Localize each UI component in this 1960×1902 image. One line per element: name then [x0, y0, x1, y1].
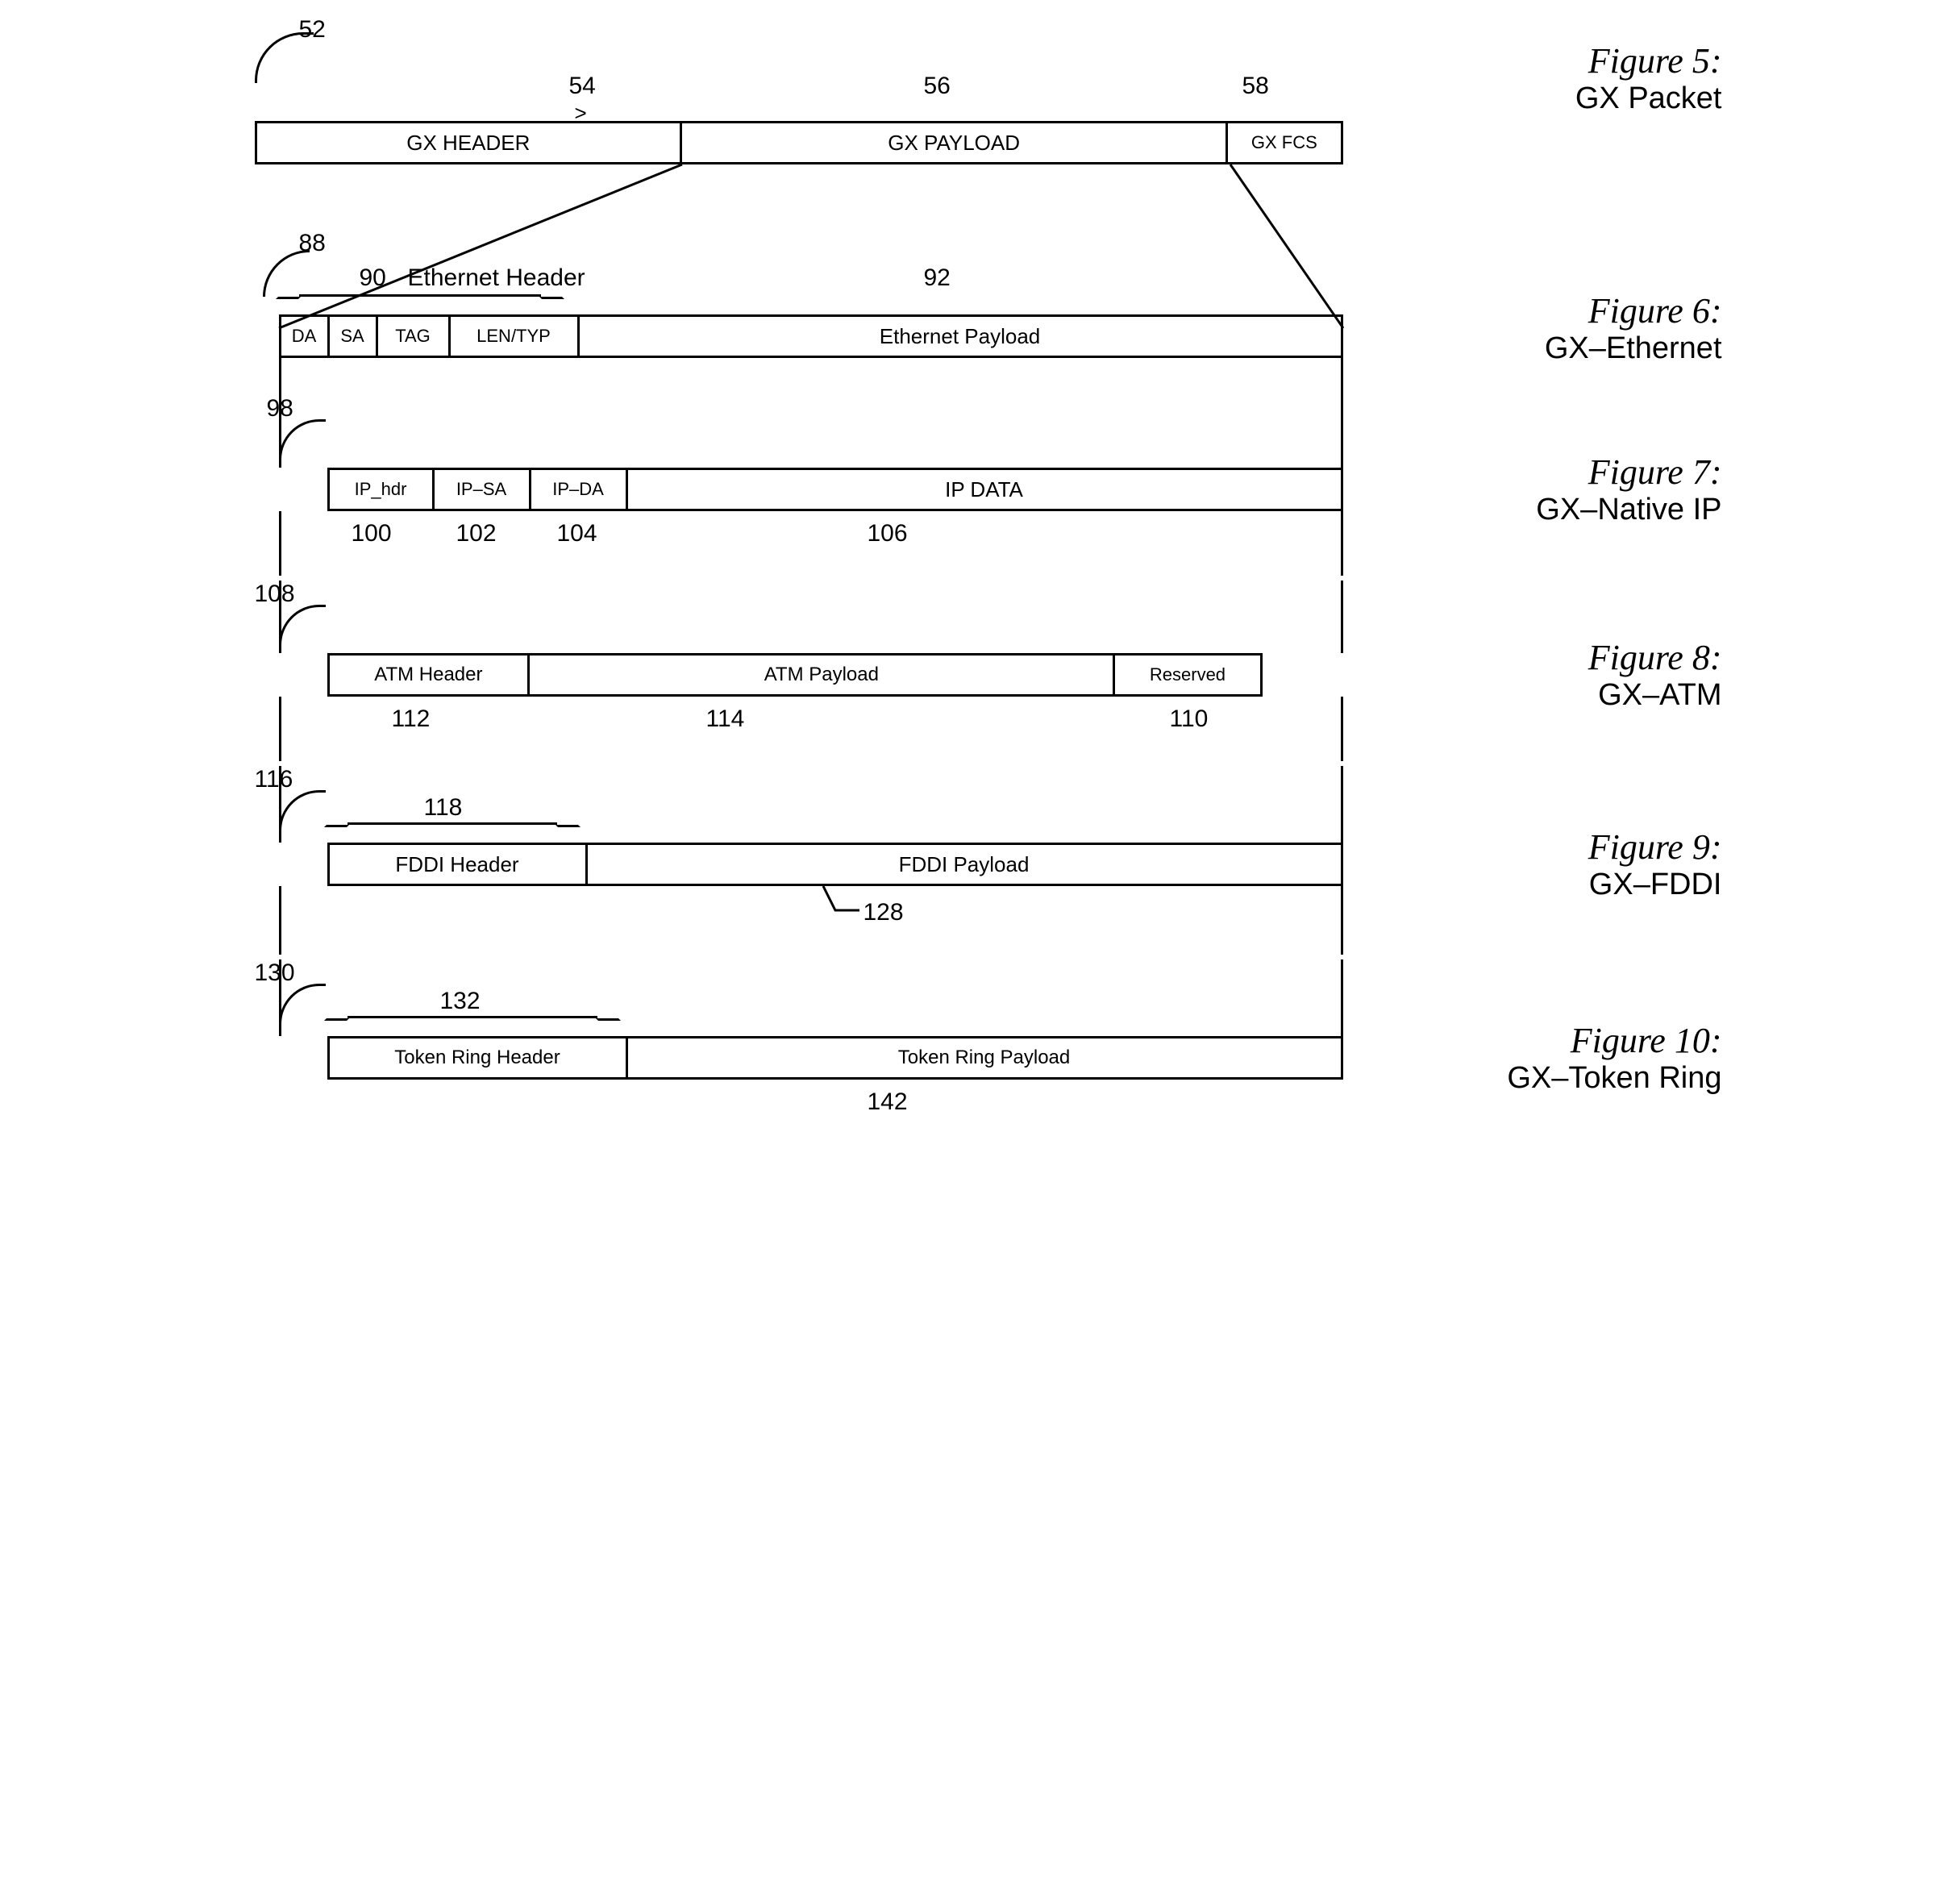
ref-number: 102: [456, 520, 497, 547]
callout-hook: [279, 984, 326, 1030]
ref-number: 90: [360, 264, 386, 292]
guide-line: [279, 511, 281, 576]
figure-subtitle: GX Packet: [1359, 81, 1722, 116]
bracket-label: Ethernet Header: [408, 264, 585, 292]
seg-da: DA: [281, 317, 330, 356]
ref-number: 88: [299, 230, 326, 257]
guide-line: [1341, 766, 1343, 843]
ref-number: 130: [255, 959, 295, 987]
packet-fig9: FDDI Header FDDI Payload: [327, 843, 1343, 886]
seg-ipdata: IP DATA: [628, 470, 1341, 509]
figure-6-row: 88 90 Ethernet Header 92 DA SA TAG LEN/T…: [255, 266, 1706, 387]
guide-line: [279, 697, 281, 761]
ref-number: 110: [1170, 705, 1209, 733]
figure-subtitle: GX–FDDI: [1359, 868, 1722, 902]
ref-number: 112: [392, 705, 431, 733]
guide-line: [279, 395, 281, 468]
diagram-root: 52 54 ˃ 56 58 GX HEADER GX PAYLOAD GX FC…: [255, 32, 1706, 1137]
seg-gx-fcs: GX FCS: [1228, 123, 1340, 162]
ref-number: 108: [255, 581, 295, 608]
figure-8-row: 108 ATM Header ATM Payload Reserved 112 …: [255, 613, 1706, 758]
figure-title: Figure 5:: [1359, 40, 1722, 81]
figure-5-row: 52 54 ˃ 56 58 GX HEADER GX PAYLOAD GX FC…: [255, 32, 1706, 169]
seg-iphdr: IP_hdr: [330, 470, 435, 509]
figure-title: Figure 7:: [1359, 452, 1722, 493]
seg-tr-payload: Token Ring Payload: [628, 1038, 1341, 1077]
guide-line: [1341, 511, 1343, 576]
ref-number: 114: [706, 705, 745, 733]
guide-line: [1341, 697, 1343, 761]
figure-subtitle: GX–ATM: [1359, 678, 1722, 713]
ref-number: 116: [255, 766, 293, 793]
seg-sa: SA: [330, 317, 378, 356]
ref-number: 128: [863, 899, 904, 926]
guide-line: [279, 959, 281, 1036]
ref-number: 58: [1242, 73, 1269, 100]
seg-ipsa: IP–SA: [435, 470, 531, 509]
ref-number: 100: [352, 520, 392, 547]
figure-9-row: 116 118 FDDI Header FDDI Payload 128 Fig…: [255, 798, 1706, 951]
ref-number: 54: [569, 73, 596, 100]
ref-number: 56: [924, 73, 951, 100]
bracket: [299, 294, 541, 313]
ref-number: 118: [424, 794, 463, 822]
seg-gx-payload: GX PAYLOAD: [682, 123, 1228, 162]
figure-title: Figure 9:: [1359, 826, 1722, 868]
ref-number: 92: [924, 264, 951, 292]
seg-gx-header: GX HEADER: [257, 123, 683, 162]
figure-title: Figure 8:: [1359, 637, 1722, 678]
bracket: [347, 822, 557, 841]
seg-tr-header: Token Ring Header: [330, 1038, 628, 1077]
figure-title: Figure 6:: [1359, 290, 1722, 331]
guide-line: [1341, 959, 1343, 1036]
ref-number: 104: [557, 520, 597, 547]
packet-fig6: DA SA TAG LEN/TYP Ethernet Payload: [279, 314, 1343, 358]
seg-tag: TAG: [378, 317, 451, 356]
guide-line: [279, 581, 281, 653]
seg-fddi-header: FDDI Header: [330, 845, 588, 884]
guide-line: [1341, 581, 1343, 653]
guide-line: [279, 886, 281, 955]
seg-lentyp: LEN/TYP: [451, 317, 580, 356]
callout-hook: [279, 419, 326, 466]
seg-ipda: IP–DA: [531, 470, 628, 509]
ref-number: 106: [868, 520, 908, 547]
seg-eth-payload: Ethernet Payload: [580, 317, 1341, 356]
seg-fddi-payload: FDDI Payload: [588, 845, 1341, 884]
packet-fig8: ATM Header ATM Payload Reserved: [327, 653, 1263, 697]
figure-subtitle: GX–Native IP: [1359, 493, 1722, 527]
figure-7-row: 98 IP_hdr IP–SA IP–DA IP DATA 100 102 10…: [255, 427, 1706, 572]
guide-line: [1341, 886, 1343, 955]
seg-atm-reserved: Reserved: [1115, 656, 1259, 694]
ref-number: 132: [440, 988, 481, 1015]
ref-number: 52: [299, 16, 326, 44]
bracket: [347, 1016, 597, 1034]
callout-hook: [279, 605, 326, 651]
callout-hook: [279, 790, 326, 837]
seg-atm-payload: ATM Payload: [530, 656, 1115, 694]
figure-subtitle: GX–Token Ring: [1359, 1061, 1722, 1096]
figure-subtitle: GX–Ethernet: [1359, 331, 1722, 366]
ref-number: 142: [868, 1088, 908, 1116]
guide-line: [1341, 395, 1343, 468]
packet-fig10: Token Ring Header Token Ring Payload: [327, 1036, 1343, 1080]
seg-atm-header: ATM Header: [330, 656, 531, 694]
figure-10-row: 130 132 Token Ring Header Token Ring Pay…: [255, 992, 1706, 1137]
packet-fig7: IP_hdr IP–SA IP–DA IP DATA: [327, 468, 1343, 511]
figure-title: Figure 10:: [1359, 1020, 1722, 1061]
packet-fig5: GX HEADER GX PAYLOAD GX FCS: [255, 121, 1343, 164]
guide-line: [279, 766, 281, 843]
